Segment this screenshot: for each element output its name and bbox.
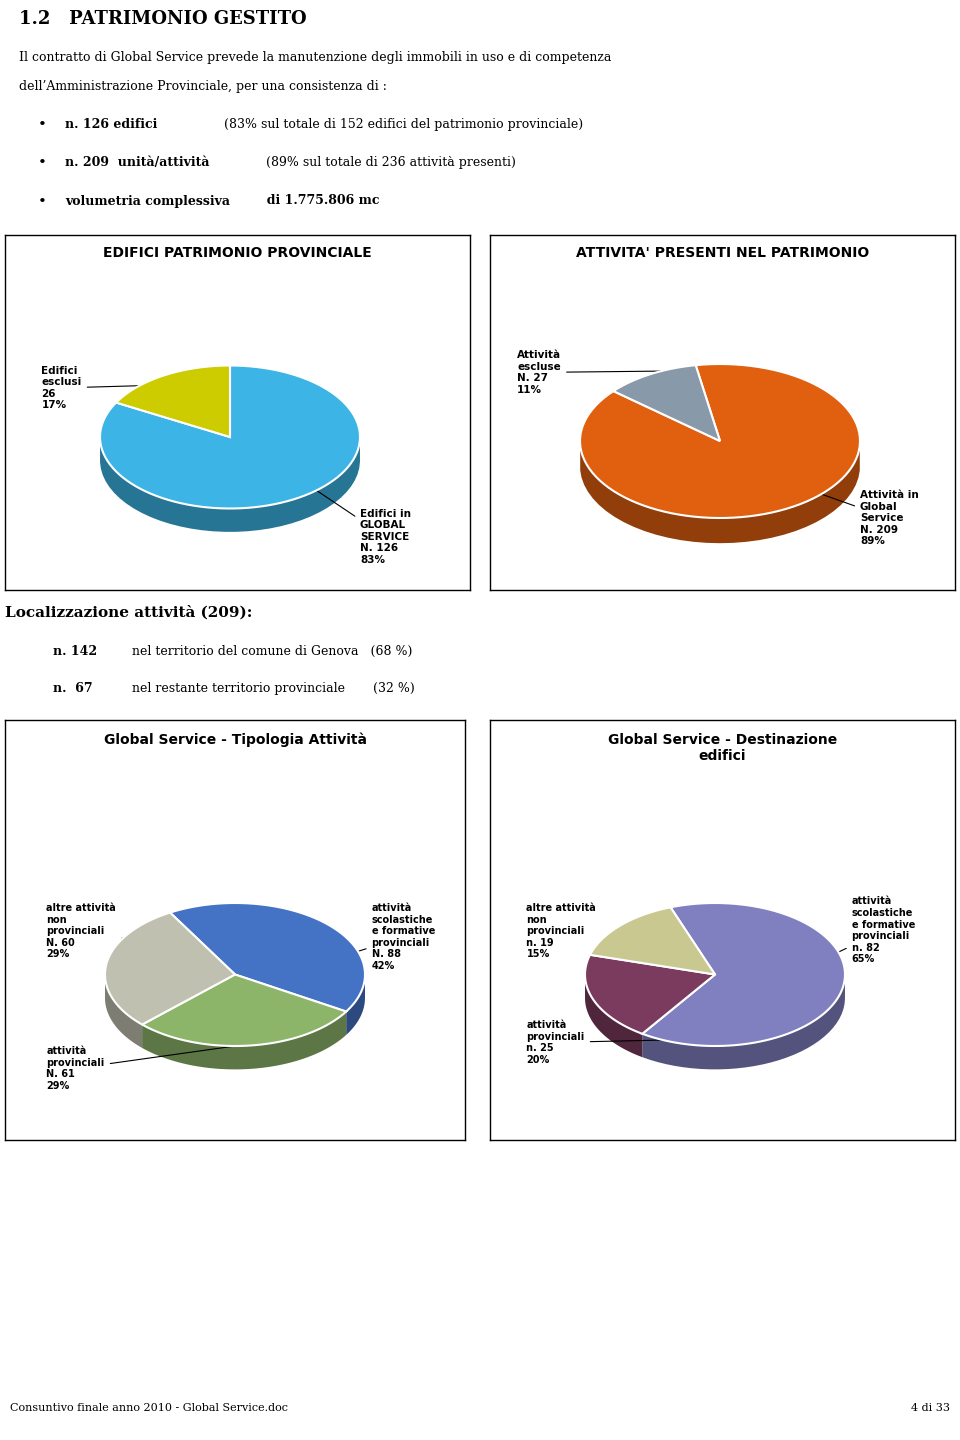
- Polygon shape: [642, 976, 845, 1070]
- Polygon shape: [100, 366, 360, 508]
- Polygon shape: [590, 907, 715, 975]
- Text: (83% sul totale di 152 edifici del patrimonio provinciale): (83% sul totale di 152 edifici del patri…: [220, 118, 584, 131]
- Text: Edifici in
GLOBAL
SERVICE
N. 126
83%: Edifici in GLOBAL SERVICE N. 126 83%: [298, 478, 411, 564]
- Text: •: •: [37, 157, 46, 170]
- Polygon shape: [585, 976, 642, 1057]
- Text: volumetria complessiva: volumetria complessiva: [65, 194, 230, 207]
- Text: Attività in
Global
Service
N. 209
89%: Attività in Global Service N. 209 89%: [793, 484, 919, 546]
- Text: n. 209  unità/attività: n. 209 unità/attività: [65, 157, 210, 170]
- Text: Edifici
esclusi
26
17%: Edifici esclusi 26 17%: [41, 366, 162, 410]
- Text: 1.2   PATRIMONIO GESTITO: 1.2 PATRIMONIO GESTITO: [19, 10, 307, 27]
- Text: Attività
escluse
N. 27
11%: Attività escluse N. 27 11%: [517, 350, 668, 395]
- Text: nel territorio del comune di Genova   (68 %): nel territorio del comune di Genova (68 …: [129, 645, 413, 658]
- Polygon shape: [580, 364, 860, 518]
- Text: attività
provinciali
N. 61
29%: attività provinciali N. 61 29%: [46, 1045, 232, 1092]
- Text: •: •: [37, 194, 46, 209]
- Text: ATTIVITA' PRESENTI NEL PATRIMONIO: ATTIVITA' PRESENTI NEL PATRIMONIO: [576, 246, 869, 259]
- Polygon shape: [347, 975, 365, 1035]
- Polygon shape: [585, 955, 715, 1034]
- Polygon shape: [100, 438, 360, 531]
- Polygon shape: [170, 903, 365, 1011]
- Text: Consuntivo finale anno 2010 - Global Service.doc: Consuntivo finale anno 2010 - Global Ser…: [10, 1403, 288, 1413]
- Text: attività
provinciali
n. 25
20%: attività provinciali n. 25 20%: [526, 1020, 686, 1064]
- Text: n. 142: n. 142: [53, 645, 97, 658]
- Polygon shape: [580, 445, 860, 543]
- Text: Global Service - Destinazione
edifici: Global Service - Destinazione edifici: [608, 733, 837, 763]
- Text: (89% sul totale di 236 attività presenti): (89% sul totale di 236 attività presenti…: [258, 157, 516, 170]
- Polygon shape: [105, 913, 235, 1024]
- Text: Localizzazione attività (209):: Localizzazione attività (209):: [5, 605, 252, 619]
- Polygon shape: [642, 903, 845, 1045]
- Text: altre attività
non
provinciali
N. 60
29%: altre attività non provinciali N. 60 29%: [46, 903, 141, 959]
- Text: EDIFICI PATRIMONIO PROVINCIALE: EDIFICI PATRIMONIO PROVINCIALE: [103, 246, 372, 259]
- Polygon shape: [142, 1011, 347, 1070]
- Text: Il contratto di Global Service prevede la manutenzione degli immobili in uso e d: Il contratto di Global Service prevede l…: [19, 50, 612, 63]
- Polygon shape: [142, 975, 347, 1045]
- Text: di 1.775.806 mc: di 1.775.806 mc: [258, 194, 379, 207]
- Text: nel restante territorio provinciale       (32 %): nel restante territorio provinciale (32 …: [129, 683, 416, 696]
- Text: •: •: [37, 118, 46, 132]
- Polygon shape: [613, 366, 720, 441]
- Polygon shape: [105, 975, 142, 1048]
- Text: attività
scolastiche
e formative
provinciali
n. 82
65%: attività scolastiche e formative provinc…: [822, 897, 915, 965]
- Text: dell’Amministrazione Provinciale, per una consistenza di :: dell’Amministrazione Provinciale, per un…: [19, 79, 387, 92]
- Text: n.  67: n. 67: [53, 683, 92, 696]
- Text: altre attività
non
provinciali
n. 19
15%: altre attività non provinciali n. 19 15%: [526, 903, 635, 959]
- Polygon shape: [116, 366, 230, 436]
- Text: 4 di 33: 4 di 33: [911, 1403, 950, 1413]
- Text: attività
scolastiche
e formative
provinciali
N. 88
42%: attività scolastiche e formative provinc…: [328, 903, 435, 971]
- Text: n. 126 edifici: n. 126 edifici: [65, 118, 157, 131]
- Text: Global Service - Tipologia Attività: Global Service - Tipologia Attività: [104, 733, 367, 747]
